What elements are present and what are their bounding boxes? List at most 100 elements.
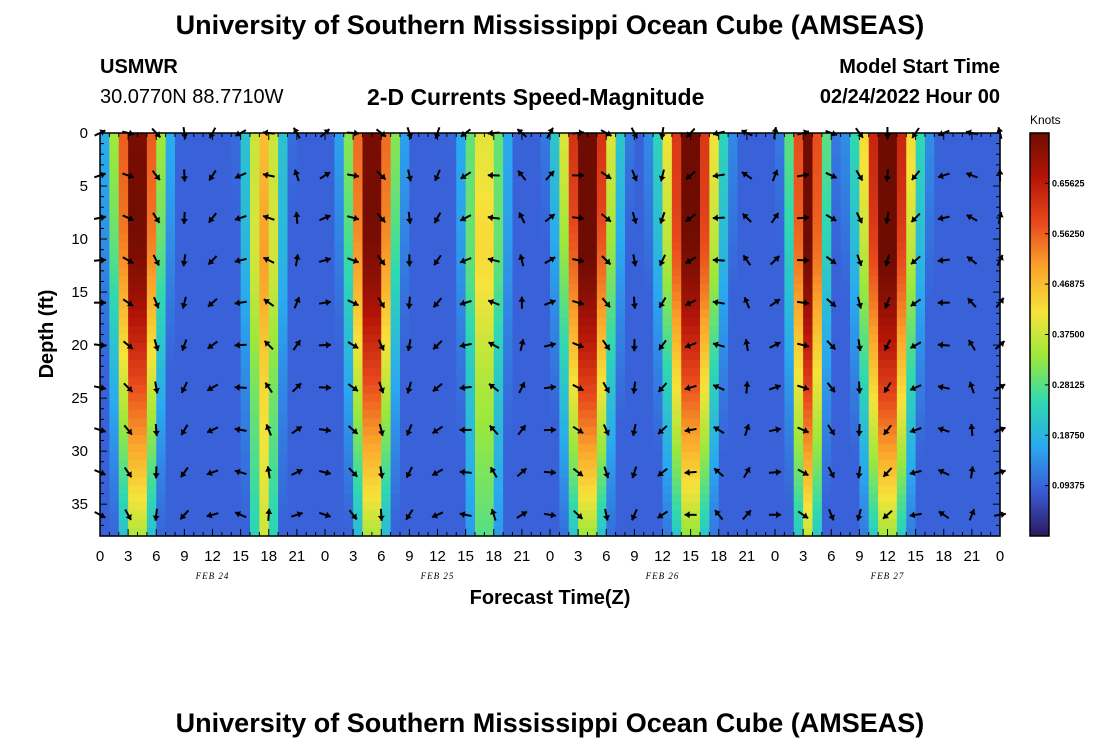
heat-cell <box>128 208 139 218</box>
heat-cell <box>521 485 532 495</box>
heat-cell <box>521 174 532 184</box>
heat-cell <box>690 376 701 386</box>
heat-cell <box>531 133 542 142</box>
heat-cell <box>765 292 776 302</box>
heat-cell <box>193 183 204 193</box>
heat-cell <box>559 183 570 193</box>
heat-cell <box>934 376 945 386</box>
heat-cell <box>625 519 635 529</box>
heat-cell <box>840 519 851 529</box>
heat-cell <box>231 376 242 386</box>
heat-cell <box>578 418 589 428</box>
heat-cell <box>484 242 495 252</box>
heat-cell <box>831 233 842 243</box>
heat-cell <box>925 401 935 411</box>
heat-cell <box>756 309 767 319</box>
heat-cell <box>203 519 214 529</box>
heat-cell <box>596 225 607 235</box>
heat-cell <box>203 326 214 336</box>
heat-cell <box>850 258 860 268</box>
heat-cell <box>278 141 289 151</box>
heat-cell <box>878 284 889 294</box>
heat-cell <box>550 351 560 361</box>
heat-cell <box>662 225 673 235</box>
heat-cell <box>840 426 851 436</box>
heat-cell <box>653 334 664 344</box>
heat-cell <box>334 435 345 445</box>
heat-cell <box>925 342 935 352</box>
heat-cell <box>259 477 270 487</box>
heat-cell <box>925 233 935 243</box>
heat-cell <box>915 485 926 495</box>
heat-cell <box>428 494 439 504</box>
heat-cell <box>690 502 701 512</box>
heat-cell <box>606 342 617 352</box>
heat-cell <box>165 410 176 420</box>
heat-cell <box>334 510 345 520</box>
heat-cell <box>456 468 467 478</box>
heat-cell <box>353 317 364 327</box>
heat-cell <box>531 410 542 420</box>
heat-cell <box>193 443 204 453</box>
heat-cell <box>287 418 298 428</box>
heat-cell <box>915 368 926 378</box>
current-vector <box>378 381 385 394</box>
heat-cell <box>746 284 757 294</box>
heat-cell <box>728 250 739 260</box>
heat-cell <box>343 359 354 369</box>
heat-cell <box>315 401 326 411</box>
current-vector <box>909 341 922 349</box>
heat-cell <box>925 494 935 504</box>
heat-cell <box>156 393 167 403</box>
current-vector <box>377 296 386 309</box>
heat-cell <box>531 233 542 243</box>
heat-cell <box>634 452 645 462</box>
heat-cell <box>315 342 326 352</box>
heat-cell <box>559 418 570 428</box>
heat-cell <box>100 200 110 210</box>
heat-cell <box>587 267 598 277</box>
heat-cell <box>737 384 748 394</box>
current-vector <box>405 424 413 436</box>
heat-cell <box>512 359 523 369</box>
heat-cell <box>100 166 110 176</box>
heat-cell <box>812 284 823 294</box>
current-vector <box>630 339 638 352</box>
current-vector <box>825 213 837 222</box>
heat-cell <box>428 233 439 243</box>
heat-cell <box>625 485 635 495</box>
heat-cell <box>306 502 317 512</box>
current-vector <box>826 382 836 393</box>
heat-cell <box>878 149 889 159</box>
heat-cell <box>803 275 814 285</box>
heat-cell <box>381 410 392 420</box>
heat-cell <box>775 468 785 478</box>
heat-cell <box>859 275 870 285</box>
heat-cell <box>700 292 710 302</box>
heat-cell <box>381 485 392 495</box>
heat-cell <box>615 258 626 268</box>
heat-cell <box>850 233 860 243</box>
heat-cell <box>203 376 214 386</box>
heat-cell <box>756 174 767 184</box>
heat-cell <box>671 393 682 403</box>
heat-cell <box>934 359 945 369</box>
heat-cell <box>296 435 307 445</box>
heat-cell <box>934 174 945 184</box>
heat-cell <box>850 141 860 151</box>
heat-cell <box>643 174 654 184</box>
heat-cell <box>184 359 195 369</box>
heat-cell <box>343 300 354 310</box>
heat-cell <box>521 242 532 252</box>
heat-cell <box>381 452 392 462</box>
heat-cell <box>165 133 176 142</box>
heat-cell <box>962 275 973 285</box>
current-vector <box>122 214 135 222</box>
heat-cell <box>465 275 476 285</box>
heat-cell <box>400 242 410 252</box>
heat-cell <box>400 426 410 436</box>
heat-cell <box>643 410 654 420</box>
heat-cell <box>953 133 964 142</box>
heat-cell <box>437 410 448 420</box>
heat-cell <box>268 250 279 260</box>
